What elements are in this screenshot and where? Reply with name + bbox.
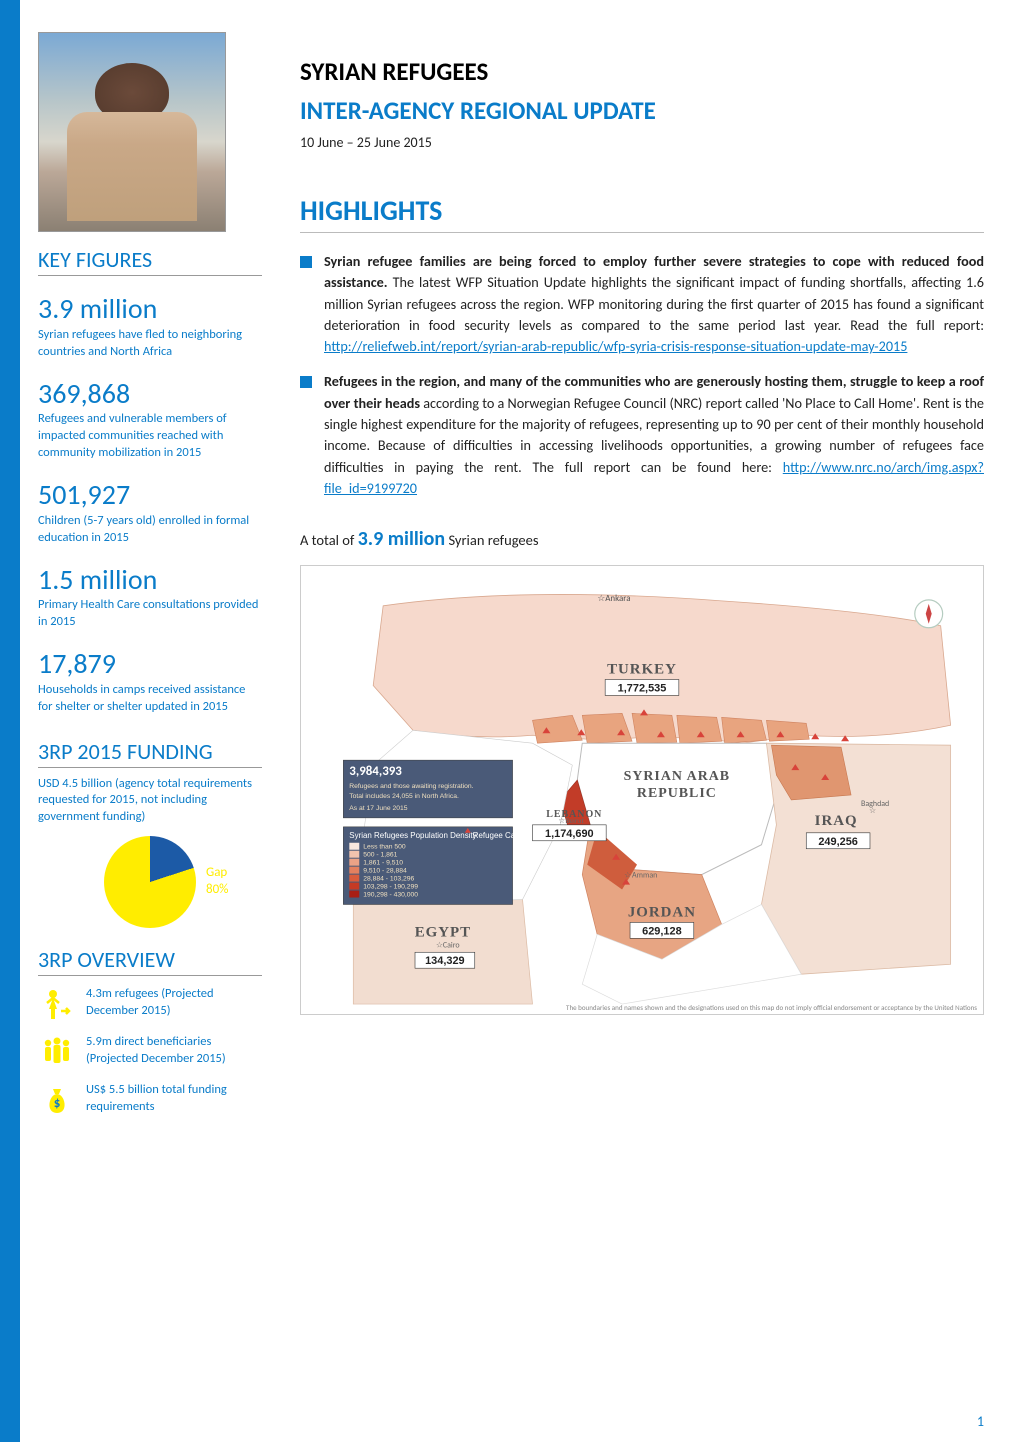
kf-number: 3.9 million bbox=[38, 294, 262, 325]
key-figure: 3.9 million Syrian refugees have fled to… bbox=[38, 294, 262, 361]
map-num-turkey: 1,772,535 bbox=[618, 683, 667, 695]
map-disclaimer: The boundaries and names shown and the d… bbox=[566, 1003, 977, 1012]
map-num-egypt: 134,329 bbox=[425, 955, 465, 967]
overview-heading: 3RP OVERVIEW bbox=[38, 946, 262, 976]
svg-text:Less than 500: Less than 500 bbox=[363, 844, 406, 851]
kf-number: 1.5 million bbox=[38, 565, 262, 596]
bullet-text: Syrian refugee families are being forced… bbox=[324, 251, 984, 357]
overview-text: 4.3m refugees (Projected December 2015) bbox=[86, 986, 262, 1020]
map-city-ankara: ☆Ankara bbox=[597, 593, 630, 604]
highlights-list: Syrian refugee families are being forced… bbox=[300, 251, 984, 499]
kf-number: 501,927 bbox=[38, 480, 262, 511]
header-photo bbox=[38, 32, 226, 232]
map-num-jordan: 629,128 bbox=[642, 926, 682, 938]
svg-text:☆: ☆ bbox=[558, 817, 565, 826]
key-figure: 369,868 Refugees and vulnerable members … bbox=[38, 379, 262, 462]
map-label-egypt: EGYPT bbox=[415, 925, 471, 941]
bullet-square-icon bbox=[300, 376, 312, 388]
funding-heading: 3RP 2015 FUNDING bbox=[38, 738, 262, 768]
funding-pie-chart bbox=[104, 836, 196, 928]
key-figure: 1.5 million Primary Health Care consulta… bbox=[38, 565, 262, 632]
people-group-icon bbox=[38, 1034, 76, 1072]
kf-number: 17,879 bbox=[38, 649, 262, 680]
doc-title-1: SYRIAN REFUGEES bbox=[300, 56, 984, 87]
map-label-iraq: IRAQ bbox=[815, 813, 858, 829]
kf-number: 369,868 bbox=[38, 379, 262, 410]
money-bag-icon: $ bbox=[38, 1082, 76, 1120]
map-label-syria1: SYRIAN ARAB bbox=[624, 769, 731, 784]
bullet-square-icon bbox=[300, 256, 312, 268]
overview-text: US$ 5.5 billion total funding requiremen… bbox=[86, 1082, 262, 1116]
kf-desc: Primary Health Care consultations provid… bbox=[38, 597, 262, 631]
svg-text:Refugees and those awaiting re: Refugees and those awaiting registration… bbox=[349, 783, 473, 790]
svg-text:Total includes 24,055 in North: Total includes 24,055 in North Africa. bbox=[349, 793, 459, 800]
page-number: 1 bbox=[977, 1413, 984, 1430]
map-num-iraq: 249,256 bbox=[818, 836, 858, 848]
map-num-lebanon: 1,174,690 bbox=[545, 828, 594, 840]
svg-text:190,298 - 430,000: 190,298 - 430,000 bbox=[363, 892, 418, 899]
kf-desc: Syrian refugees have fled to neighboring… bbox=[38, 327, 262, 361]
overview-item: 5.9m direct beneficiaries (Projected Dec… bbox=[38, 1034, 262, 1072]
map-label-syria2: REPUBLIC bbox=[637, 786, 717, 801]
svg-text:☆: ☆ bbox=[624, 871, 631, 881]
blue-sidebar-bar bbox=[0, 0, 20, 1442]
key-figures-heading: KEY FIGURES bbox=[38, 246, 262, 276]
map-label-jordan: JORDAN bbox=[628, 905, 696, 921]
map-total-num: 3,984,393 bbox=[349, 764, 402, 779]
overview-text: 5.9m direct beneficiaries (Projected Dec… bbox=[86, 1034, 262, 1068]
svg-text:1,861 - 9,510: 1,861 - 9,510 bbox=[363, 860, 403, 867]
svg-text:$: $ bbox=[54, 1096, 61, 1111]
svg-text:Beirut: Beirut bbox=[565, 817, 584, 826]
kf-desc: Children (5-7 years old) enrolled in for… bbox=[38, 513, 262, 547]
pie-gap-label: Gap 80% bbox=[206, 865, 228, 899]
main-content: SYRIAN REFUGEES INTER-AGENCY REGIONAL UP… bbox=[280, 0, 1020, 1442]
svg-text:28,884 - 103,296: 28,884 - 103,296 bbox=[363, 876, 414, 883]
bullet-link[interactable]: http://reliefweb.int/report/syrian-arab-… bbox=[324, 337, 907, 355]
person-arrow-icon bbox=[38, 986, 76, 1024]
sidebar: KEY FIGURES 3.9 million Syrian refugees … bbox=[20, 0, 280, 1442]
map-label-turkey: TURKEY bbox=[607, 662, 677, 678]
map-svg: ☆Ankara TURKEY 1,772,535 SYRIAN ARAB REP… bbox=[301, 566, 983, 1014]
svg-text:500 - 1,861: 500 - 1,861 bbox=[363, 852, 397, 859]
total-refugees-line: A total of 3.9 million Syrian refugees bbox=[300, 527, 984, 551]
svg-text:Refugee Camp: Refugee Camp bbox=[473, 831, 527, 840]
key-figure: 17,879 Households in camps received assi… bbox=[38, 649, 262, 716]
refugee-map: ☆Ankara TURKEY 1,772,535 SYRIAN ARAB REP… bbox=[300, 565, 984, 1015]
kf-desc: Households in camps received assistance … bbox=[38, 682, 262, 716]
pie-funded-label: Funded 20% bbox=[38, 865, 94, 899]
svg-text:103,298 - 190,299: 103,298 - 190,299 bbox=[363, 884, 418, 891]
funding-pie-row: Funded 20% Gap 80% bbox=[38, 836, 262, 928]
svg-text:Cairo: Cairo bbox=[443, 941, 460, 951]
highlight-bullet: Syrian refugee families are being forced… bbox=[300, 251, 984, 357]
date-range: 10 June – 25 June 2015 bbox=[300, 134, 984, 151]
svg-text:9,510 - 28,884: 9,510 - 28,884 bbox=[363, 868, 407, 875]
bullet-text: Refugees in the region, and many of the … bbox=[324, 371, 984, 499]
kf-desc: Refugees and vulnerable members of impac… bbox=[38, 411, 262, 462]
svg-text:Baghdad: Baghdad bbox=[861, 799, 889, 809]
overview-item: 4.3m refugees (Projected December 2015) bbox=[38, 986, 262, 1024]
svg-text:Syrian Refugees Population Den: Syrian Refugees Population Density bbox=[349, 831, 476, 840]
highlight-bullet: Refugees in the region, and many of the … bbox=[300, 371, 984, 499]
svg-text:Amman: Amman bbox=[632, 871, 657, 881]
highlights-heading: HIGHLIGHTS bbox=[300, 193, 984, 233]
overview-item: $ US$ 5.5 billion total funding requirem… bbox=[38, 1082, 262, 1120]
svg-text:As at 17 June 2015: As at 17 June 2015 bbox=[349, 805, 407, 812]
doc-title-2: INTER-AGENCY REGIONAL UPDATE bbox=[300, 95, 984, 126]
key-figure: 501,927 Children (5-7 years old) enrolle… bbox=[38, 480, 262, 547]
funding-desc: USD 4.5 billion (agency total requiremen… bbox=[38, 776, 262, 827]
